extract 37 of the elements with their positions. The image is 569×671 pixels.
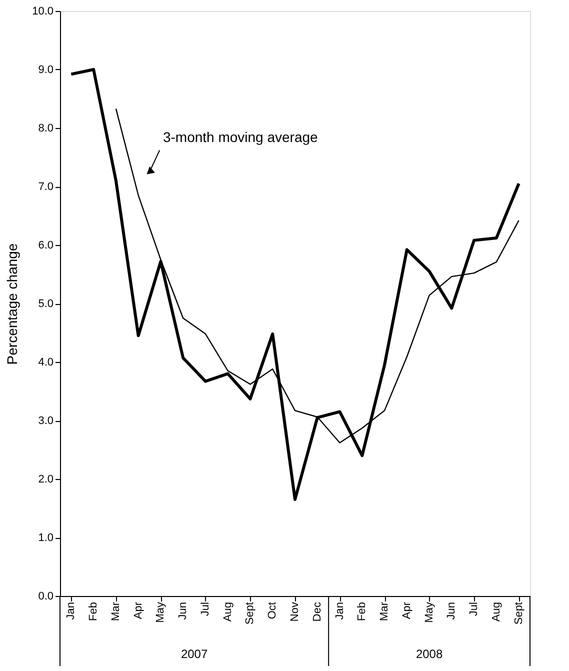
x-tick-label: Jan bbox=[65, 602, 78, 620]
x-tick-label: Feb bbox=[88, 602, 100, 621]
x-tick-label: Mar bbox=[110, 602, 122, 621]
x-tick-label: May bbox=[423, 602, 436, 623]
text: 2007 bbox=[180, 647, 208, 661]
x-tick-label: Sept bbox=[512, 602, 525, 625]
y-tick-label: 6.0 bbox=[38, 240, 54, 252]
y-tick-label: 8.0 bbox=[38, 122, 54, 134]
x-tick-label: Jun bbox=[177, 602, 190, 620]
y-tick-label: 10.0 bbox=[32, 6, 54, 18]
x-tick-label: Jun bbox=[446, 602, 458, 620]
text: 3-month moving average bbox=[162, 128, 318, 145]
y-tick-label: 4.0 bbox=[38, 356, 54, 368]
x-tick-label: Sept bbox=[244, 602, 256, 625]
y-tick-label: 3.0 bbox=[38, 415, 54, 427]
y-tick-label: 0.0 bbox=[38, 590, 54, 602]
y-tick-label: 2.0 bbox=[38, 474, 54, 486]
x-tick-label: Nov bbox=[289, 602, 301, 622]
x-tick-label: Jan bbox=[334, 602, 346, 620]
x-tick-label: Apr bbox=[400, 602, 413, 620]
line-series bbox=[70, 68, 520, 501]
x-tick-label: Aug bbox=[490, 602, 502, 622]
x-tick-label: Jul bbox=[468, 602, 480, 616]
x-tick-label: Jul bbox=[199, 602, 212, 616]
x-tick-label: Aug bbox=[222, 602, 234, 622]
y-tick-label: 7.0 bbox=[38, 181, 54, 193]
x-tick-label: Apr bbox=[132, 602, 144, 620]
x-tick-label: Feb bbox=[356, 602, 368, 621]
x-tick-label: Dec bbox=[311, 602, 324, 622]
x-tick-label: Mar bbox=[378, 602, 391, 621]
text: 2008 bbox=[416, 647, 443, 661]
y-tick-label: 9.0 bbox=[38, 64, 54, 76]
x-tick-label: May bbox=[154, 602, 167, 623]
x-tick-label: Oct bbox=[266, 602, 279, 620]
y-axis-title: Percentage change bbox=[4, 243, 20, 365]
y-tick-label: 1.0 bbox=[38, 532, 54, 544]
y-tick-label: 5.0 bbox=[38, 298, 54, 310]
